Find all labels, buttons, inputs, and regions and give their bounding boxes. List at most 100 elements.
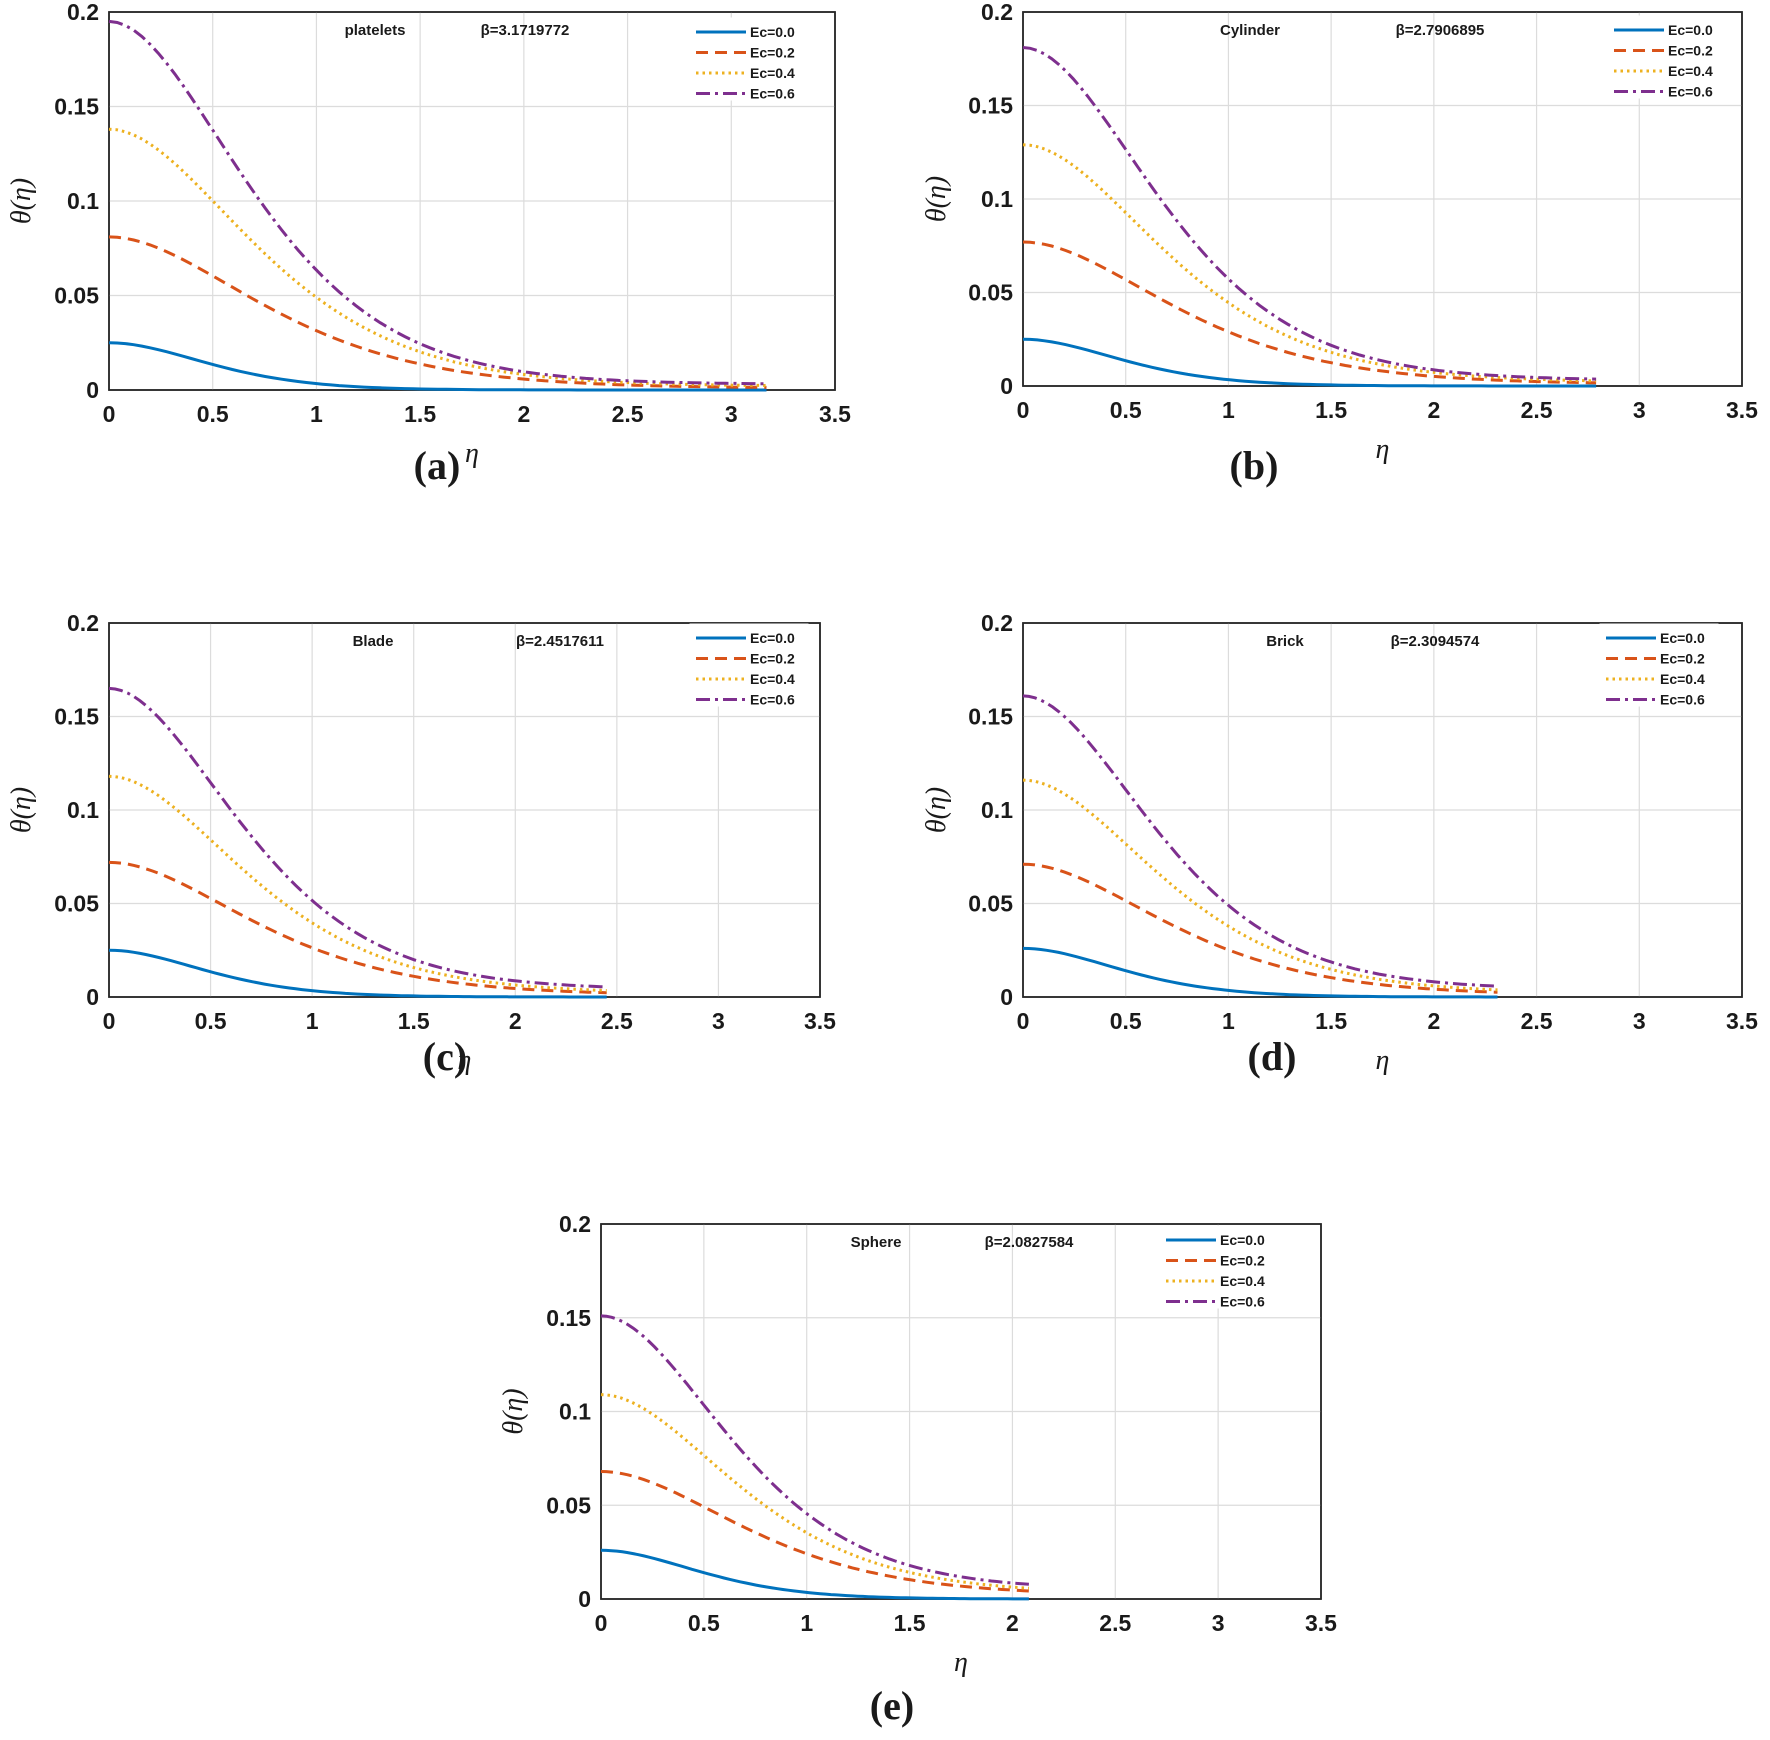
x-tick-label: 3.5 <box>819 401 851 427</box>
beta-label: β=2.4517611 <box>516 633 604 650</box>
x-tick-label: 2 <box>517 401 530 427</box>
panel-caption: (e) <box>869 1683 915 1728</box>
legend-label: Ec=0.4 <box>750 65 795 81</box>
x-tick-label: 0 <box>1017 397 1030 423</box>
y-tick-label: 0.15 <box>54 94 99 120</box>
series-line-Ec04 <box>108 127 767 387</box>
legend-label: Ec=0.4 <box>1220 1273 1265 1289</box>
series-line-Ec00 <box>108 341 767 392</box>
chart-panel-d: 0 0.5 1 1.5 2 2.5 3 3.5 0 0.05 0.1 0.15 0.2 Brick β=2.… <box>880 600 1770 1120</box>
chart-panel-a: 0 0.5 1 1.5 2 2.5 3 3.5 0 0.05 0.1 0.15 0.2 platelets… <box>0 0 880 520</box>
shape-label: Cylinder <box>1220 22 1280 39</box>
x-tick-label: 3 <box>1633 397 1646 423</box>
series-line-Ec02 <box>108 860 607 995</box>
y-axis-label: θ(η) <box>921 176 952 222</box>
x-tick-label: 2.5 <box>1099 1610 1131 1636</box>
y-tick-label: 0.2 <box>981 0 1013 25</box>
y-tick-label: 0.05 <box>54 891 99 917</box>
x-tick-label: 3 <box>712 1008 725 1034</box>
shape-label: platelets <box>345 22 406 39</box>
chart-panel-e: 0 0.5 1 1.5 2 2.5 3 3.5 0 0.05 0.1 0.15 0.2 Sphere β=2… <box>440 1200 1340 1740</box>
x-tick-label: 3.5 <box>1305 1610 1337 1636</box>
legend-label: Ec=0.6 <box>750 692 795 708</box>
x-tick-label: 2.5 <box>1521 1008 1553 1034</box>
series-line-Ec06 <box>600 1314 1030 1586</box>
series-line-Ec06 <box>108 686 607 989</box>
x-tick-label: 1.5 <box>398 1008 430 1034</box>
y-axis-label: θ(η) <box>921 787 952 833</box>
panel-caption: (b) <box>1229 443 1279 488</box>
shape-label: Sphere <box>851 1234 902 1251</box>
legend-label: Ec=0.6 <box>1660 692 1705 708</box>
legend-label: Ec=0.0 <box>1220 1232 1265 1248</box>
legend-label: Ec=0.0 <box>750 630 795 646</box>
x-tick-label: 3 <box>725 401 738 427</box>
x-axis-label: η <box>458 1045 472 1076</box>
x-tick-label: 2.5 <box>612 401 644 427</box>
chart-panel-c: 0 0.5 1 1.5 2 2.5 3 3.5 0 0.05 0.1 0.15 0.2 Blade β=2.… <box>0 600 880 1120</box>
x-tick-label: 1.5 <box>404 401 436 427</box>
x-axis-label: η <box>1376 1045 1390 1076</box>
x-tick-label: 3 <box>1633 1008 1646 1034</box>
legend-label: Ec=0.2 <box>1660 651 1705 667</box>
y-tick-label: 0 <box>1000 373 1013 399</box>
legend-label: Ec=0.2 <box>1220 1253 1265 1269</box>
series-line-Ec06 <box>1022 694 1498 988</box>
x-tick-label: 0.5 <box>1110 1008 1142 1034</box>
x-tick-label: 3.5 <box>1726 397 1758 423</box>
x-tick-label: 2.5 <box>1521 397 1553 423</box>
legend-label: Ec=0.6 <box>750 86 795 102</box>
legend-label: Ec=0.2 <box>750 45 795 61</box>
legend-label: Ec=0.2 <box>1668 43 1713 59</box>
y-axis-label: θ(η) <box>6 178 37 224</box>
legend-label: Ec=0.2 <box>750 651 795 667</box>
grid <box>109 12 835 390</box>
x-tick-label: 3 <box>1212 1610 1225 1636</box>
x-axis-label: η <box>465 438 479 469</box>
beta-label: β=2.3094574 <box>1391 633 1480 650</box>
legend <box>1607 15 1727 99</box>
beta-label: β=2.0827584 <box>985 1234 1074 1251</box>
legend-label: Ec=0.4 <box>750 671 795 687</box>
grid <box>1023 623 1742 997</box>
grid <box>109 623 820 997</box>
y-tick-label: 0.15 <box>54 704 99 730</box>
y-tick-label: 0 <box>86 377 99 403</box>
y-tick-label: 0.1 <box>981 186 1013 212</box>
legend-label: Ec=0.0 <box>1660 630 1705 646</box>
x-tick-label: 1 <box>310 401 323 427</box>
y-axis-label: θ(η) <box>498 1388 529 1434</box>
series-line-Ec00 <box>600 1548 1029 1601</box>
shape-label: Blade <box>353 633 394 650</box>
x-tick-label: 1 <box>1222 1008 1235 1034</box>
x-tick-label: 0 <box>595 1610 608 1636</box>
beta-label: β=3.1719772 <box>481 22 570 39</box>
panel-caption: (c) <box>422 1034 468 1079</box>
series-line-Ec04 <box>600 1393 1029 1590</box>
series-line-Ec00 <box>108 948 607 999</box>
y-tick-label: 0 <box>578 1586 591 1612</box>
x-tick-label: 2.5 <box>601 1008 633 1034</box>
x-tick-label: 1 <box>306 1008 319 1034</box>
shape-label: Brick <box>1266 633 1304 650</box>
chart-b-svg: 0 0.5 1 1.5 2 2.5 3 3.5 0 0.05 0.1 0.15 0.2 Cylinder β… <box>921 0 1758 465</box>
y-tick-label: 0.05 <box>54 283 99 309</box>
y-tick-label: 0.1 <box>67 797 99 823</box>
y-tick-label: 0.2 <box>67 0 99 25</box>
y-tick-label: 0.1 <box>67 188 99 214</box>
legend-label: Ec=0.4 <box>1668 63 1713 79</box>
chart-e-svg: 0 0.5 1 1.5 2 2.5 3 3.5 0 0.05 0.1 0.15 0.2 Sphere β=2… <box>498 1211 1337 1678</box>
x-tick-label: 0 <box>103 1008 116 1034</box>
x-tick-label: 0.5 <box>197 401 229 427</box>
y-tick-label: 0.15 <box>546 1305 591 1331</box>
legend-label: Ec=0.0 <box>1668 22 1713 38</box>
legend-label: Ec=0.6 <box>1668 84 1713 100</box>
y-tick-label: 0.2 <box>67 610 99 636</box>
legend-label: Ec=0.0 <box>750 24 795 40</box>
legend-label: Ec=0.4 <box>1660 671 1705 687</box>
y-tick-label: 0.05 <box>968 891 1013 917</box>
x-tick-label: 3.5 <box>804 1008 836 1034</box>
legend-label: Ec=0.6 <box>1220 1294 1265 1310</box>
series-line-Ec02 <box>1022 240 1597 385</box>
chart-panel-b: 0 0.5 1 1.5 2 2.5 3 3.5 0 0.05 0.1 0.15 0.2 Cylinder β… <box>880 0 1770 520</box>
